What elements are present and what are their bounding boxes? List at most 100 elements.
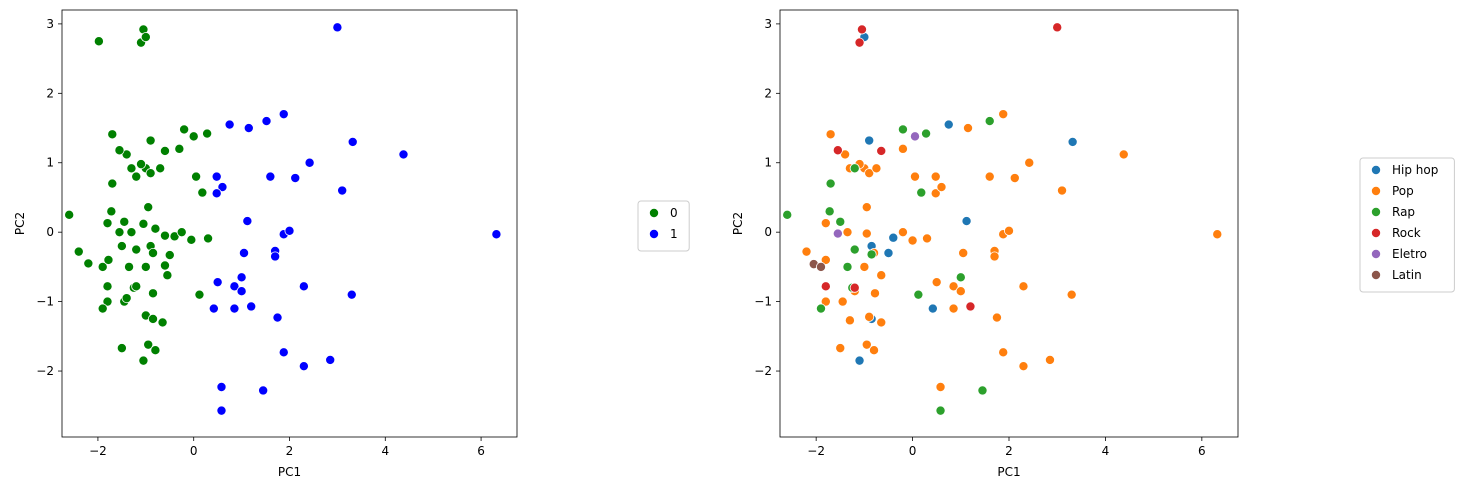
legend-marker — [1371, 185, 1382, 196]
data-point — [965, 301, 976, 312]
legend-marker — [649, 228, 660, 239]
data-point — [820, 281, 831, 292]
data-point — [916, 187, 927, 198]
data-point — [864, 135, 875, 146]
data-point — [159, 145, 170, 156]
data-point — [921, 128, 932, 139]
data-point — [159, 230, 170, 241]
data-point — [820, 296, 831, 307]
x-tick-label: −2 — [807, 444, 825, 458]
data-point — [1066, 289, 1077, 300]
data-point — [119, 216, 130, 227]
data-point — [948, 281, 959, 292]
data-point — [102, 281, 113, 292]
data-point — [930, 171, 941, 182]
data-point — [229, 281, 240, 292]
data-point — [107, 129, 118, 140]
data-point — [820, 218, 831, 229]
data-point — [147, 313, 158, 324]
data-point — [491, 229, 502, 240]
series-hip-hop — [854, 32, 1078, 366]
data-point — [832, 145, 843, 156]
data-point — [347, 136, 358, 147]
data-point — [909, 171, 920, 182]
legend: 01 — [637, 200, 690, 252]
chart-2: −2 0 2 4 6 −2 −1 0 1 2 3 PC1 PC2 Hip hop Pop Rap Rock Ele… — [731, 9, 1455, 479]
y-tick-label: 1 — [764, 156, 772, 170]
data-point — [176, 227, 187, 238]
data-point — [883, 248, 894, 259]
data-point — [140, 261, 151, 272]
data-point — [869, 345, 880, 356]
y-axis-label: PC2 — [731, 212, 745, 235]
data-point — [242, 216, 253, 227]
data-point — [1018, 361, 1029, 372]
data-point — [963, 123, 974, 134]
legend-marker — [1371, 206, 1382, 217]
data-point — [842, 227, 853, 238]
legend-label: Latin — [1392, 268, 1422, 282]
data-point — [278, 109, 289, 120]
data-point — [1009, 173, 1020, 184]
data-point — [815, 303, 826, 314]
data-point — [278, 347, 289, 358]
data-point — [1044, 354, 1055, 365]
y-tick-label: −1 — [36, 295, 54, 309]
data-point — [131, 281, 142, 292]
y-tick-label: −2 — [754, 364, 772, 378]
data-point — [162, 270, 173, 281]
data-point — [869, 288, 880, 299]
data-point — [194, 289, 205, 300]
legend-marker — [1371, 227, 1382, 238]
data-point — [820, 254, 831, 265]
data-point — [998, 347, 1009, 358]
series-eletro — [832, 131, 920, 239]
data-point — [107, 178, 118, 189]
data-point — [1212, 229, 1223, 240]
data-point — [243, 123, 254, 134]
data-point — [179, 124, 190, 135]
legend-label: Hip hop — [1392, 163, 1438, 177]
series-pop — [801, 109, 1223, 393]
data-point — [842, 261, 853, 272]
data-point — [871, 163, 882, 174]
data-point — [1018, 281, 1029, 292]
data-point — [102, 296, 113, 307]
data-point — [116, 343, 127, 354]
data-point — [888, 232, 899, 243]
data-point — [191, 171, 202, 182]
data-point — [197, 187, 208, 198]
data-point — [106, 206, 117, 217]
data-point — [824, 206, 835, 217]
data-point — [216, 382, 227, 393]
x-tick-label: 4 — [1102, 444, 1110, 458]
data-point — [174, 143, 185, 154]
data-point — [859, 261, 870, 272]
x-tick-label: 4 — [381, 444, 389, 458]
data-point — [114, 145, 125, 156]
data-point — [159, 260, 170, 271]
x-tick-label: 0 — [909, 444, 917, 458]
legend-label: Pop — [1392, 184, 1414, 198]
data-point — [238, 248, 249, 259]
data-point — [126, 227, 137, 238]
legend-label: 0 — [670, 206, 678, 220]
data-point — [849, 244, 860, 255]
data-point — [835, 343, 846, 354]
data-point — [337, 185, 348, 196]
data-point — [124, 261, 135, 272]
data-point — [147, 248, 158, 259]
data-point — [131, 171, 142, 182]
data-point — [150, 345, 161, 356]
data-point — [136, 159, 147, 170]
data-point — [984, 116, 995, 127]
y-tick-label: 2 — [764, 86, 772, 100]
data-point — [1067, 136, 1078, 147]
data-point — [164, 250, 175, 261]
data-point — [943, 119, 954, 130]
data-point — [1118, 149, 1129, 160]
data-point — [145, 135, 156, 146]
data-point — [907, 235, 918, 246]
data-point — [103, 254, 114, 265]
data-point — [876, 270, 887, 281]
